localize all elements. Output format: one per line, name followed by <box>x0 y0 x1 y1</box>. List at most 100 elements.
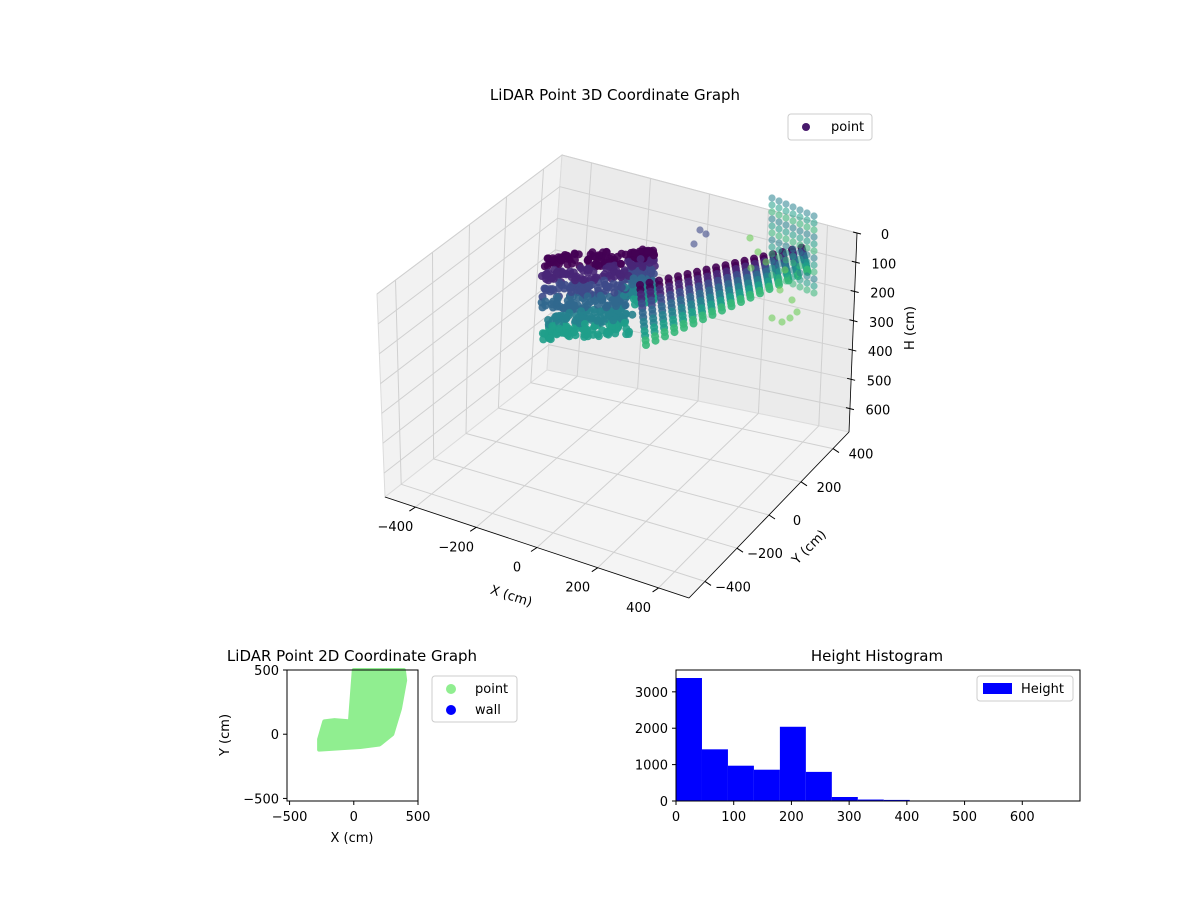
3d-grid-z <box>377 186 856 325</box>
3d-point <box>756 289 764 298</box>
3d-point <box>737 298 745 306</box>
3d-point <box>576 274 585 283</box>
3d-point <box>782 242 790 250</box>
3d-point <box>631 249 640 258</box>
3d-point <box>747 264 755 272</box>
3d-point <box>775 232 783 240</box>
3d-z-tick-label: 600 <box>866 404 891 419</box>
3d-z-tick-label: 200 <box>870 287 895 302</box>
3d-point <box>603 327 612 336</box>
3d-point <box>580 319 589 328</box>
3d-point <box>786 314 794 322</box>
3d-point <box>768 257 776 265</box>
3d-point <box>557 256 566 265</box>
3d-point <box>645 258 654 267</box>
3d-grid-x-wall <box>757 209 769 414</box>
3d-point <box>560 329 569 338</box>
3d-point <box>810 289 818 297</box>
3d-chart-title: LiDAR Point 3D Coordinate Graph <box>490 86 740 104</box>
3d-point <box>596 291 605 300</box>
3d-point <box>776 286 784 294</box>
3d-x-axis-label: X (cm) <box>488 583 534 611</box>
3d-point <box>644 246 653 255</box>
3d-point <box>629 274 638 283</box>
3d-point <box>810 282 818 290</box>
3d-grid-z <box>376 154 858 295</box>
histogram-bar <box>676 678 702 801</box>
3d-point <box>803 216 811 224</box>
3d-x-tick-label: −200 <box>438 540 474 555</box>
3d-point <box>621 301 630 310</box>
3d-point <box>810 268 818 276</box>
3d-point <box>796 234 804 242</box>
3d-point <box>570 301 579 310</box>
3d-point <box>552 312 561 321</box>
3d-point <box>765 285 774 294</box>
3d-z-tick-label: 500 <box>867 374 892 389</box>
3d-point <box>782 221 790 229</box>
3d-point <box>585 265 594 274</box>
3d-x-tick <box>409 506 416 512</box>
3d-point <box>567 287 576 296</box>
histogram-x-tick-label: 400 <box>894 810 919 825</box>
3d-grid-z <box>383 344 851 474</box>
2d-x-axis-label: X (cm) <box>331 831 374 846</box>
3d-point <box>782 228 790 236</box>
3d-z-tick-label: 400 <box>868 345 893 360</box>
3d-point <box>647 266 656 275</box>
3d-point <box>775 225 783 233</box>
3d-point <box>788 296 796 304</box>
3d-point <box>563 296 572 305</box>
3d-point <box>796 213 804 221</box>
histogram-bar <box>701 749 728 801</box>
3d-point <box>789 245 797 253</box>
2d-y-axis-label: Y (cm) <box>218 714 233 757</box>
3d-x-tick <box>530 547 538 552</box>
3d-point <box>775 253 783 261</box>
3d-point <box>768 236 776 244</box>
3d-point <box>541 297 550 306</box>
3d-y-tick <box>800 481 808 487</box>
3d-y-tick-label: 0 <box>793 514 801 529</box>
2d-ticks: −500 0 500 −500 0 500 <box>243 664 430 825</box>
3d-legend-marker <box>802 123 810 131</box>
3d-point <box>699 315 707 324</box>
3d-point <box>810 212 818 220</box>
3d-point <box>754 248 762 256</box>
3d-point <box>789 252 797 260</box>
3d-point <box>796 262 804 270</box>
3d-z-axis-line <box>848 232 858 433</box>
3d-point <box>803 272 811 280</box>
3d-point <box>547 300 556 309</box>
3d-point <box>782 256 790 264</box>
histogram-bar <box>779 726 806 801</box>
3d-point <box>570 256 579 265</box>
3d-point <box>803 265 811 273</box>
histogram-x-tick-label: 500 <box>952 810 977 825</box>
histogram-legend-label: Height <box>1021 682 1064 697</box>
3d-grid-z <box>382 312 852 444</box>
3d-point <box>746 234 754 242</box>
3d-point <box>600 276 609 285</box>
3d-point <box>591 252 600 261</box>
3d-point <box>768 194 776 202</box>
2d-point-cloud <box>317 668 408 752</box>
3d-point <box>565 308 574 317</box>
3d-point <box>718 306 726 315</box>
3d-point <box>638 262 647 271</box>
3d-point <box>559 269 568 278</box>
3d-y-tick <box>768 514 776 520</box>
3d-point <box>789 210 797 218</box>
3d-point <box>803 244 811 252</box>
3d-point <box>587 314 596 323</box>
3d-z-tick-label: 300 <box>869 316 894 331</box>
3d-point <box>561 281 570 290</box>
histogram-x-tick-label: 300 <box>837 810 862 825</box>
3d-point <box>680 323 688 332</box>
3d-point <box>696 226 704 234</box>
3d-point <box>796 283 804 291</box>
3d-point <box>803 209 811 217</box>
3d-point <box>768 264 776 272</box>
3d-point <box>768 250 776 258</box>
